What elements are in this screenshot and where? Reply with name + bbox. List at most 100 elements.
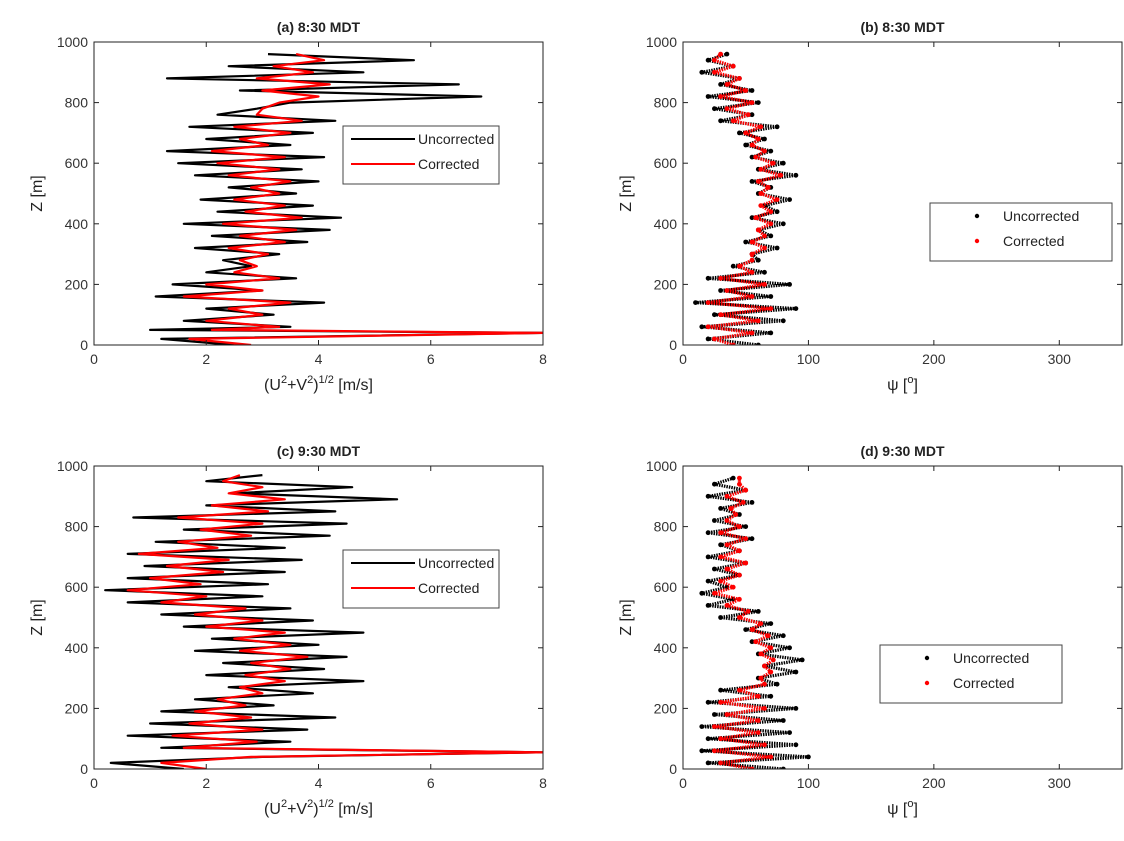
data-point	[737, 263, 742, 269]
data-point	[705, 578, 711, 584]
legend: Uncorrected Corrected	[342, 125, 500, 185]
data-point	[787, 282, 792, 287]
x-tick-label: 6	[427, 775, 435, 791]
data-point	[765, 185, 771, 190]
data-point	[699, 748, 705, 754]
data-point	[774, 245, 780, 251]
axes-box	[682, 41, 1123, 346]
y-axis-label: Z [m]	[29, 175, 46, 211]
data-point	[768, 621, 774, 626]
x-tick-label: 200	[922, 775, 946, 791]
data-point	[705, 603, 711, 608]
legend-label: Uncorrected	[418, 555, 494, 571]
y-tick-label: 800	[654, 519, 678, 535]
x-tick-label: 300	[1048, 775, 1072, 791]
data-point	[705, 94, 711, 99]
data-point	[699, 724, 705, 729]
data-point	[724, 288, 730, 293]
data-point	[749, 112, 755, 118]
x-tick-label: 4	[315, 351, 323, 367]
data-point	[724, 51, 730, 57]
data-point	[749, 215, 755, 221]
x-tick-label: 6	[427, 351, 435, 367]
legend: Uncorrected Corrected	[929, 202, 1113, 262]
data-point	[755, 693, 761, 699]
data-point	[745, 112, 751, 118]
series-points-corrected	[705, 51, 784, 345]
data-point	[765, 633, 771, 639]
data-point	[749, 179, 755, 184]
data-point	[718, 275, 723, 281]
data-point	[749, 142, 755, 148]
data-point	[774, 681, 780, 687]
data-point	[755, 342, 761, 345]
data-point	[705, 300, 711, 305]
data-point	[755, 718, 761, 723]
data-point	[718, 288, 723, 293]
data-point	[705, 760, 711, 766]
x-tick-label: 200	[922, 351, 946, 367]
data-point	[712, 724, 717, 729]
data-point	[762, 663, 767, 669]
y-axis-label: Z [m]	[618, 599, 635, 635]
y-tick-label: 0	[669, 761, 677, 777]
data-point	[787, 645, 792, 651]
x-axis-label: (U2+V2)1/2 [m/s]	[264, 798, 373, 818]
data-point	[693, 300, 698, 305]
data-point	[755, 257, 761, 263]
data-point	[768, 209, 774, 215]
data-point	[762, 269, 767, 275]
data-point	[787, 730, 792, 735]
data-point	[712, 69, 717, 75]
data-point	[768, 645, 774, 651]
data-point	[743, 239, 749, 245]
data-point	[718, 94, 723, 99]
x-label-part: ]	[913, 377, 917, 394]
data-point	[780, 633, 786, 639]
data-point	[724, 603, 730, 608]
data-point	[758, 166, 764, 172]
data-point	[718, 554, 723, 560]
data-point	[758, 191, 764, 196]
data-point	[718, 82, 723, 87]
data-point	[718, 736, 723, 742]
data-point	[712, 748, 717, 754]
x-label-part: ψ [	[887, 801, 908, 818]
x-label-part: (U	[264, 377, 281, 394]
data-point	[749, 257, 755, 263]
data-point	[728, 506, 734, 511]
data-point	[743, 487, 749, 493]
x-label-part: 2	[307, 374, 313, 386]
data-point	[705, 336, 711, 342]
data-point	[699, 590, 705, 596]
data-point	[749, 639, 755, 645]
data-point	[770, 160, 776, 166]
data-point	[705, 275, 711, 281]
data-point	[749, 500, 755, 505]
data-point	[753, 639, 759, 645]
x-axis-label: ψ [o]	[887, 798, 918, 818]
data-point	[705, 530, 711, 536]
legend-box	[929, 202, 1113, 262]
data-point	[718, 312, 723, 318]
data-point	[724, 493, 730, 499]
x-label-part: ]	[913, 801, 917, 818]
x-tick-label: 300	[1048, 351, 1072, 367]
data-point	[743, 524, 749, 529]
data-point	[718, 578, 723, 584]
data-point	[737, 596, 742, 602]
data-point	[712, 566, 717, 572]
data-point	[755, 179, 761, 184]
chart-title: (d) 9:30 MDT	[861, 443, 945, 459]
legend-swatch	[924, 680, 930, 686]
legend-label: Corrected	[418, 156, 479, 172]
x-tick-label: 8	[539, 775, 547, 791]
x-label-part: )	[313, 801, 318, 818]
series-line-uncorrected	[104, 474, 543, 769]
data-point	[762, 233, 767, 239]
data-point	[737, 572, 742, 578]
data-point	[730, 342, 736, 345]
data-point	[768, 693, 774, 699]
data-point	[737, 481, 742, 487]
